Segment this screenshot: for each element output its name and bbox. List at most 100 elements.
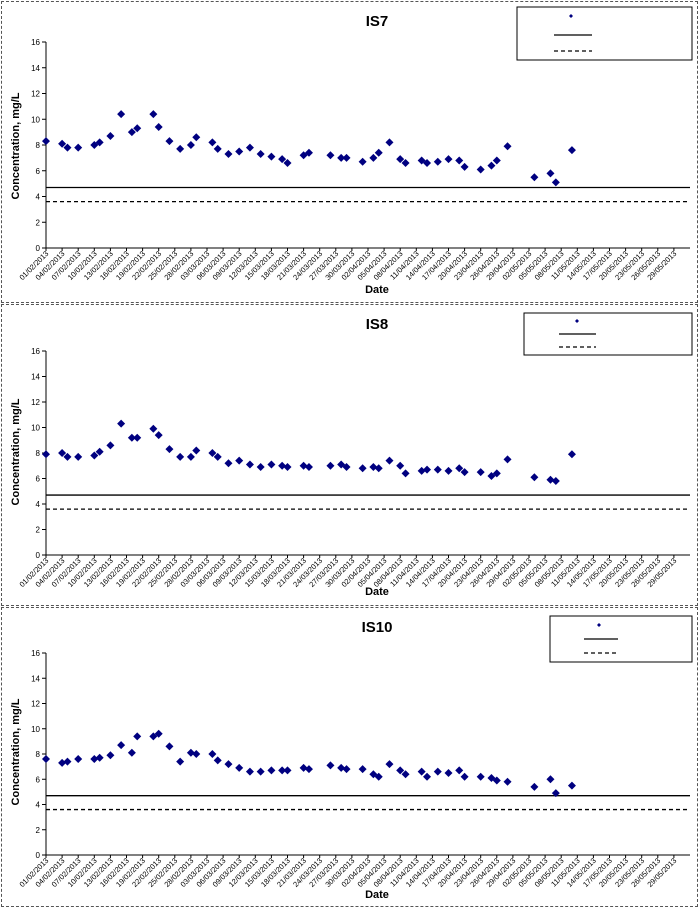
legend-marker-diamond: [569, 14, 573, 18]
data-point: [369, 463, 378, 472]
data-point: [213, 144, 222, 153]
data-point: [192, 133, 201, 142]
data-point: [186, 141, 195, 149]
data-point: [245, 143, 254, 152]
data-point: [304, 148, 313, 157]
data-point: [374, 772, 383, 781]
y-tick-label: 4: [36, 193, 41, 202]
y-tick-label: 4: [36, 801, 41, 810]
data-point: [551, 477, 560, 486]
data-point: [374, 148, 383, 157]
data-point: [154, 122, 163, 131]
data-point: [342, 153, 351, 162]
data-point: [283, 463, 292, 472]
data-point: [396, 155, 405, 164]
data-point: [106, 441, 115, 450]
data-point: [133, 732, 142, 741]
data-point: [278, 766, 287, 775]
data-point: [455, 156, 464, 165]
y-tick-label: 12: [31, 90, 40, 99]
chart-is8: IS8 Concentration, mg/L Date 0 2 4 6 8 10 12 14…: [10, 312, 693, 598]
data-point: [117, 419, 126, 428]
data-point: [396, 461, 405, 470]
data-point: [385, 456, 394, 465]
data-point: [417, 767, 426, 776]
y-tick-label: 8: [36, 449, 41, 458]
data-point: [455, 766, 464, 775]
data-point: [304, 765, 313, 774]
data-point: [546, 169, 555, 178]
data-point: [358, 765, 367, 774]
y-axis-label: Concentration, mg/L: [10, 92, 22, 199]
data-point: [337, 153, 346, 162]
data-point: [567, 450, 576, 459]
y-tick-label: 10: [31, 115, 40, 124]
data-point: [455, 464, 464, 473]
data-point: [492, 156, 501, 165]
data-point: [117, 741, 126, 750]
data-point: [267, 152, 276, 161]
plot-marks: 024681012141601/02/201304/02/201307/02/2…: [18, 347, 690, 589]
data-point: [74, 452, 83, 461]
data-point: [63, 757, 72, 766]
data-point: [530, 173, 539, 182]
y-tick-label: 16: [31, 347, 40, 356]
y-tick-label: 2: [36, 218, 41, 227]
y-tick-label: 8: [36, 750, 41, 759]
data-point: [149, 424, 158, 433]
data-point: [476, 468, 485, 477]
data-point: [551, 178, 560, 187]
data-point: [433, 157, 442, 166]
data-point: [283, 159, 292, 168]
data-point: [337, 763, 346, 772]
legend-box: [549, 615, 693, 663]
data-point: [213, 452, 222, 461]
y-tick-label: 14: [31, 373, 40, 382]
data-point: [90, 451, 99, 460]
data-point: [58, 758, 67, 767]
y-tick-label: 14: [31, 674, 40, 683]
y-tick-label: 10: [31, 424, 40, 433]
chart-panel-is10: IS10 Concentration, mg/L Date 0 2 4 6 8 10 12 1…: [1, 607, 698, 907]
chart-title: IS10: [362, 619, 393, 636]
y-tick-label: 0: [36, 244, 41, 253]
data-point: [476, 165, 485, 174]
data-point: [63, 452, 72, 461]
data-point: [235, 456, 244, 465]
data-point: [326, 761, 335, 770]
y-tick-label: 6: [36, 475, 41, 484]
data-point: [546, 775, 555, 784]
data-point: [460, 162, 469, 171]
y-tick-label: 12: [31, 700, 40, 709]
data-point: [176, 144, 185, 153]
data-point: [530, 473, 539, 482]
data-point: [369, 153, 378, 162]
data-point: [224, 459, 233, 468]
data-point: [165, 445, 174, 454]
data-point: [58, 449, 67, 457]
data-point: [283, 766, 292, 775]
data-point: [58, 139, 67, 148]
data-point: [235, 147, 244, 156]
y-tick-label: 10: [31, 725, 40, 734]
data-point: [63, 143, 72, 152]
y-tick-label: 2: [36, 826, 41, 835]
data-point: [133, 124, 142, 133]
chart-title: IS7: [366, 13, 389, 30]
data-point: [278, 155, 287, 164]
data-point: [165, 742, 174, 751]
y-tick-label: 16: [31, 649, 40, 658]
data-point: [74, 755, 83, 764]
data-point: [444, 155, 453, 164]
data-point: [117, 110, 126, 119]
data-point: [433, 465, 442, 474]
data-point: [245, 767, 254, 776]
data-point: [417, 466, 426, 475]
data-point: [492, 469, 501, 478]
data-point: [374, 464, 383, 473]
chart-panel-is7: IS7 Concentration, mg/L Date 0 2 4 6 8 10 12 14…: [1, 1, 698, 303]
data-point: [369, 770, 378, 779]
data-point: [503, 142, 512, 151]
data-point: [176, 452, 185, 461]
data-point: [423, 159, 432, 168]
